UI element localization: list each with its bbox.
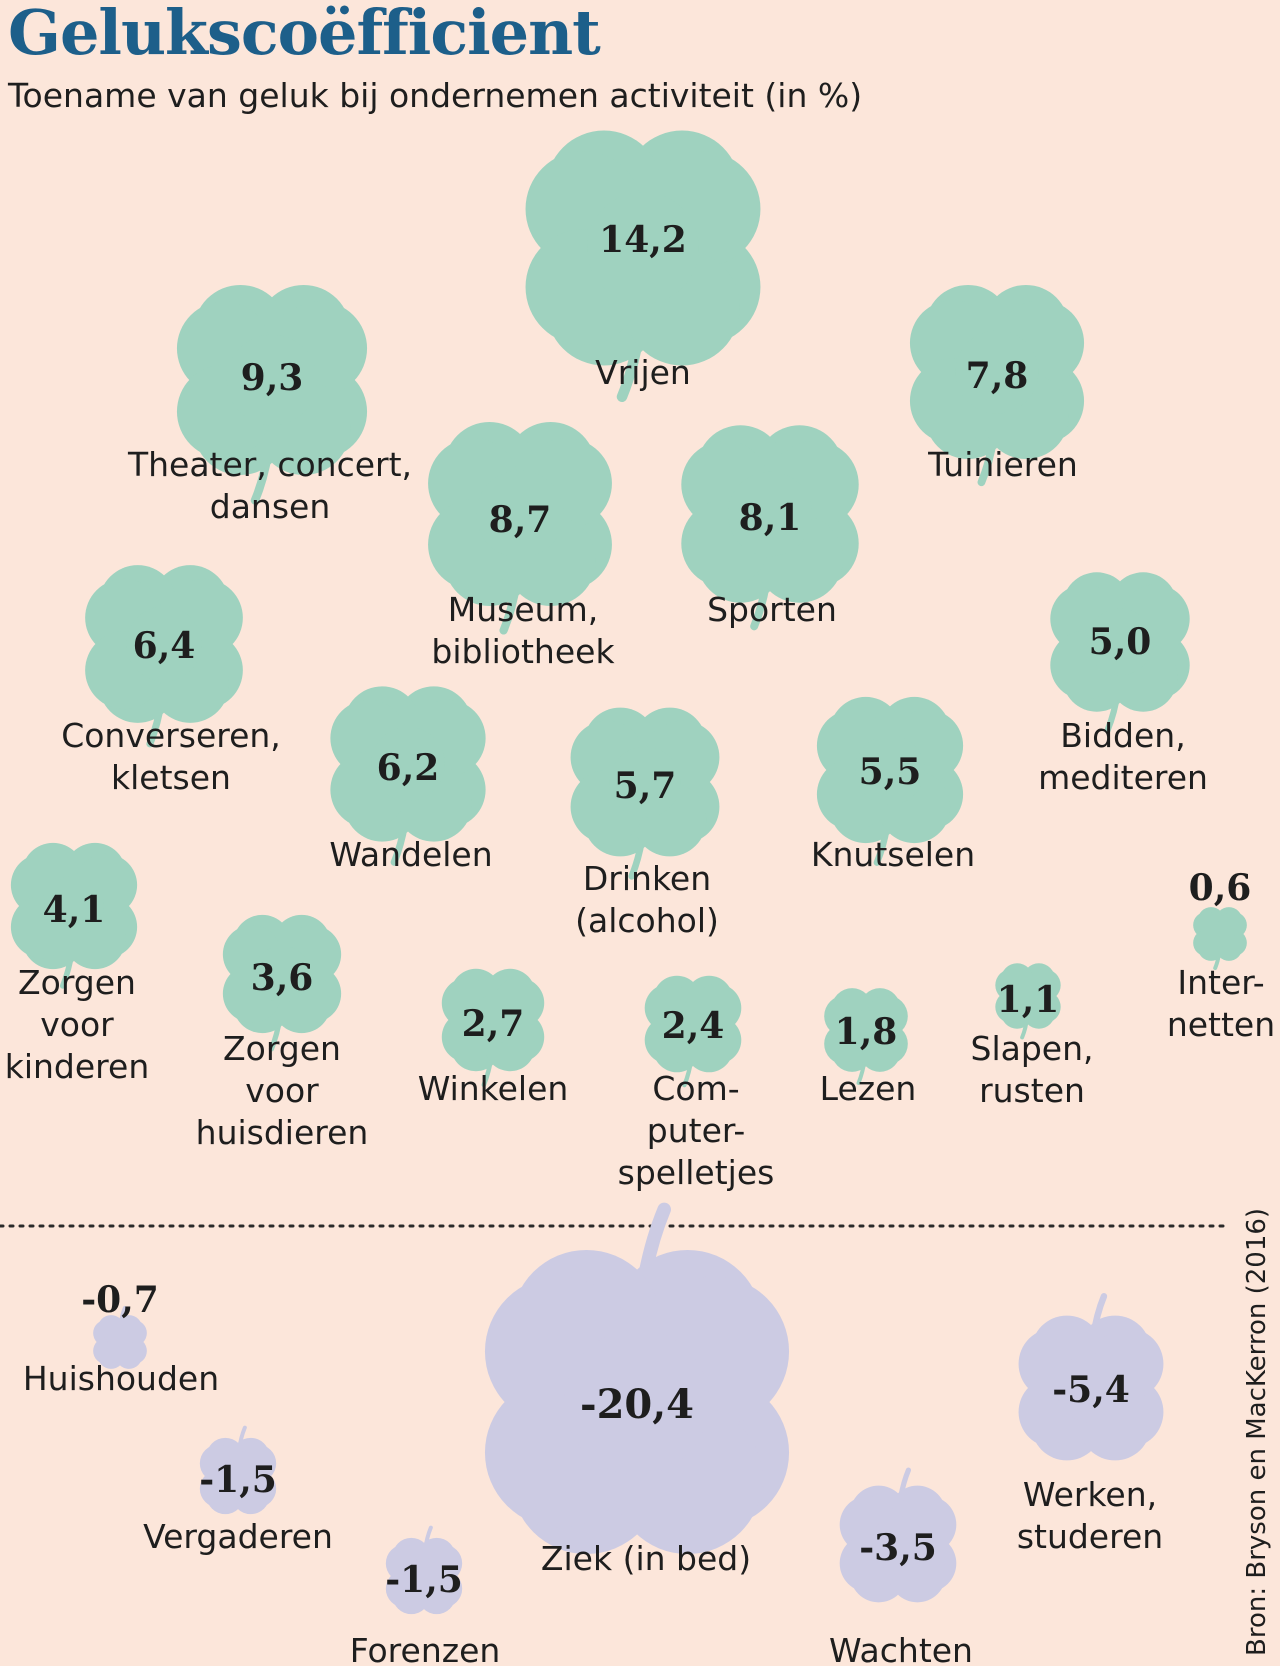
value-label: 6,2 <box>377 747 440 789</box>
category-label: Huishouden <box>23 1359 219 1398</box>
value-label: 6,4 <box>133 625 196 667</box>
clover-mark <box>222 914 342 1052</box>
clover-center-5 <box>126 606 202 682</box>
clover-center-9 <box>1086 608 1154 676</box>
value-label: 9,3 <box>241 357 304 399</box>
category-label: Werken, studeren <box>1017 1475 1163 1556</box>
category-label: Lezen <box>820 1069 917 1108</box>
clover-mark <box>85 565 243 748</box>
clover-center-10 <box>43 875 105 937</box>
clover-mark <box>1050 572 1190 734</box>
clover-mark <box>995 963 1061 1040</box>
category-label: Tuinieren <box>927 445 1078 484</box>
clover-center-0 <box>587 192 699 304</box>
clover-mark <box>824 988 908 1085</box>
category-label: Wachten <box>829 1631 973 1666</box>
category-label: Theater, concert, dansen <box>127 445 412 526</box>
value-label: -3,5 <box>859 1527 937 1569</box>
category-label: Inter-netten <box>1167 963 1275 1044</box>
clover-center-15 <box>1012 980 1044 1012</box>
clover-mark <box>816 696 964 866</box>
clover-center-16 <box>1207 921 1233 947</box>
clover-mark <box>644 975 742 1088</box>
value-label: 2,4 <box>662 1005 725 1047</box>
chart-title: Gelukscoëfficient <box>8 0 601 69</box>
value-label: 5,5 <box>859 751 922 793</box>
clover-center-7 <box>609 746 681 818</box>
source-note: Bron: Bryson en MacKerron (2016) <box>1242 1207 1272 1656</box>
value-label: 2,7 <box>462 1003 525 1045</box>
clover-mark <box>428 422 612 635</box>
category-label: Bidden, mediteren <box>1038 716 1208 797</box>
clover-center-19 <box>405 1557 443 1595</box>
clover-center-4 <box>955 330 1039 414</box>
category-label: Vergaderen <box>143 1517 333 1556</box>
value-label: -5,4 <box>1052 1369 1130 1411</box>
category-label: Wandelen <box>329 835 492 874</box>
value-label: 5,0 <box>1089 621 1152 663</box>
clover-center-2 <box>476 470 564 558</box>
clover-mark <box>441 968 545 1088</box>
clover-mark <box>330 686 486 866</box>
category-label: Vrijen <box>595 353 691 392</box>
clover-center-8 <box>855 735 925 805</box>
clover-mark <box>10 842 138 989</box>
value-label: 8,1 <box>739 497 802 539</box>
clover-center-12 <box>468 995 518 1045</box>
value-label: -0,7 <box>81 1279 159 1321</box>
category-label: Zorgen voor kinderen <box>5 963 150 1086</box>
category-label: Winkelen <box>418 1069 569 1108</box>
value-label: -20,4 <box>580 1381 694 1428</box>
value-label: 8,7 <box>489 499 552 541</box>
clover-mark <box>681 425 859 631</box>
category-label: Zorgen voor huisdieren <box>196 1029 369 1152</box>
value-label: -1,5 <box>199 1459 277 1501</box>
value-label: 1,8 <box>835 1011 898 1053</box>
category-label: Knutselen <box>811 835 975 874</box>
clover-center-3 <box>727 471 813 557</box>
clover-center-17 <box>107 1329 133 1355</box>
clover-mark <box>570 707 720 880</box>
clover-mark <box>385 1525 463 1615</box>
value-label: 14,2 <box>599 219 687 261</box>
chart-subtitle: Toename van geluk bij ondernemen activit… <box>8 76 863 115</box>
value-label: 5,7 <box>614 765 677 807</box>
value-label: 3,6 <box>251 957 314 999</box>
category-label: Converseren, kletsen <box>61 716 281 797</box>
value-label: -1,5 <box>385 1559 463 1601</box>
value-label: 1,1 <box>997 979 1060 1021</box>
clover-center-20 <box>564 1329 710 1475</box>
clover-mark <box>484 1202 790 1555</box>
value-label: 4,1 <box>43 889 106 931</box>
clover-center-13 <box>669 1000 717 1048</box>
clover-center-14 <box>846 1010 886 1050</box>
clover-center-11 <box>253 945 311 1003</box>
clover-mark <box>176 284 368 505</box>
clover-mark <box>93 1306 147 1369</box>
category-label: Forenzen <box>350 1631 501 1666</box>
category-label: Drinken (alcohol) <box>575 859 719 940</box>
clover-mark <box>1018 1293 1164 1461</box>
clover-mark <box>909 284 1085 487</box>
category-label: Sporten <box>707 590 837 629</box>
clover-center-18 <box>219 1457 257 1495</box>
clover-center-22 <box>1056 1353 1126 1423</box>
value-label: 0,6 <box>1189 867 1252 909</box>
category-label: Slapen, rusten <box>971 1029 1094 1110</box>
clover-center-21 <box>870 1516 926 1572</box>
category-label: Com-puter-spelletjes <box>618 1069 775 1192</box>
clover-mark <box>839 1467 957 1603</box>
clover-mark <box>199 1425 277 1515</box>
clover-center-1 <box>226 334 318 426</box>
category-label: Ziek (in bed) <box>541 1539 751 1578</box>
clover-mark <box>525 130 761 402</box>
value-label: 7,8 <box>966 355 1029 397</box>
category-label: Museum, bibliotheek <box>431 590 615 671</box>
clover-mark <box>1193 907 1247 970</box>
clover-center-6 <box>370 726 446 802</box>
